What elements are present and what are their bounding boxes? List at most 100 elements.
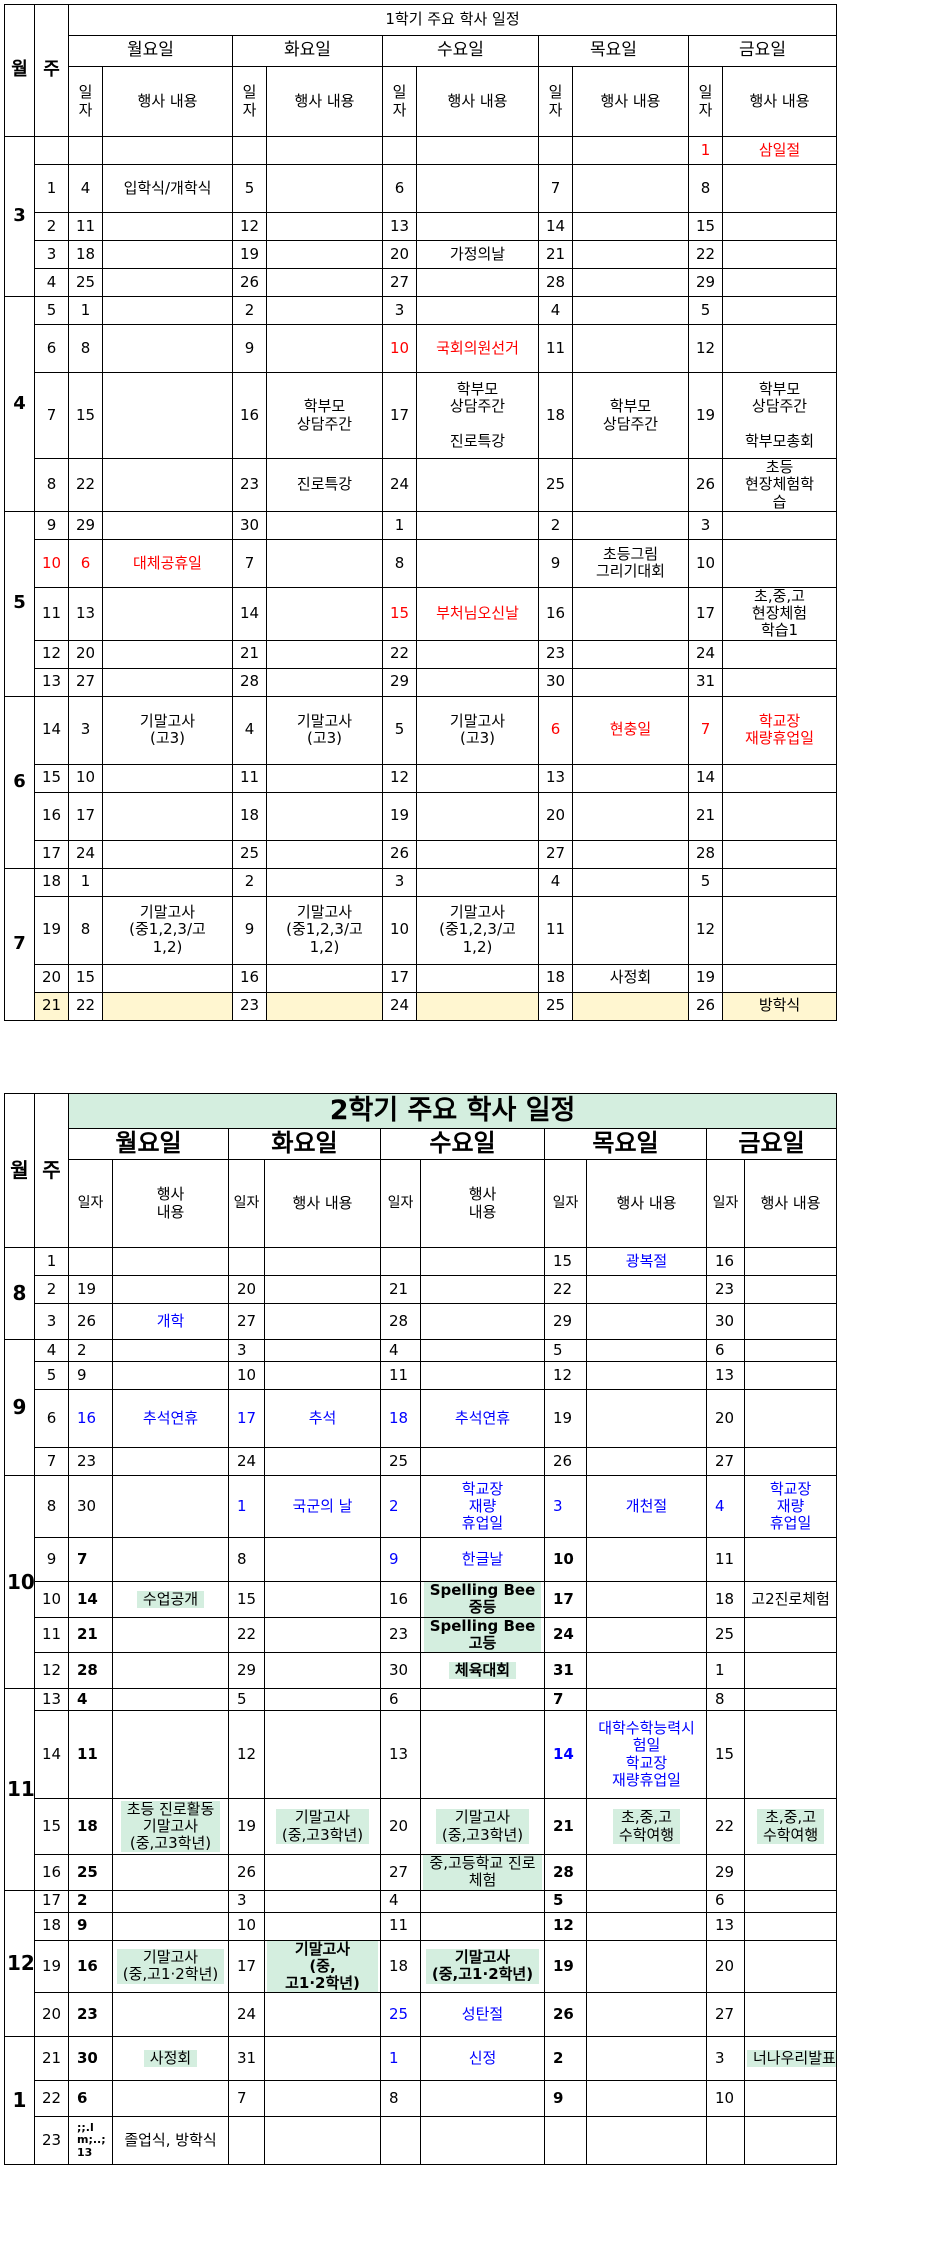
date-cell: 23 <box>232 458 267 512</box>
event-cell <box>743 1537 838 1582</box>
date-cell: 5 <box>544 1889 587 1913</box>
event-cell <box>102 240 233 269</box>
week-row: 12130사정회311신정23너나우리발표회 <box>4 2036 838 2166</box>
week-number: 10 <box>34 538 69 588</box>
date-cell: 21 <box>544 1798 587 1855</box>
date-cell: 22 <box>706 1798 745 1855</box>
event-cell <box>572 586 689 641</box>
event-cell <box>721 164 838 213</box>
date-cell: 16 <box>68 1389 113 1448</box>
event-cell: 사정회 <box>112 2036 229 2082</box>
event-text: 기말고사 (중,고1·2학년) <box>425 1949 540 1984</box>
week-row: 2 11 12 13 14 15 <box>5 212 838 241</box>
event-cell <box>264 1911 381 1941</box>
date-cell: 19 <box>232 240 267 269</box>
week-number: 6 <box>34 324 69 373</box>
event-cell <box>416 791 539 841</box>
event-cell <box>416 867 539 897</box>
date-cell: 18 <box>380 1939 421 1994</box>
event-cell <box>586 1854 707 1891</box>
event-cell <box>586 2036 707 2082</box>
event-cell <box>586 1688 707 1711</box>
event-cell <box>112 1710 229 1799</box>
week-row: 5 9 10 11 12 13 <box>5 1361 838 1390</box>
week-row: 19 8 기말고사 (중1,2,3/고 1,2) 9 기말고사 (중1,2,3/고 1,… <box>5 895 838 965</box>
event-text: 너나우리발표회 <box>747 2049 836 2068</box>
wednesday-header: 수요일 <box>382 35 539 67</box>
event-cell: 학부모 상담주간 학부모총회 <box>721 372 838 459</box>
week-row: 21 22 23 24 25 26 방학식 <box>5 991 838 1021</box>
event-cell <box>572 867 689 897</box>
week-row: 11 21 22 23 Spelling Bee 고등 24 25 <box>5 1616 838 1653</box>
event-text: 학교장 재량 휴업일 <box>769 1479 812 1533</box>
date-cell: 16 <box>232 372 267 459</box>
date-cell: 26 <box>688 991 723 1021</box>
date-cell: 21 <box>68 1616 113 1653</box>
event-cell <box>112 1911 229 1941</box>
event-text: Spelling Bee 중등 <box>423 1582 542 1617</box>
date-cell: 24 <box>228 1447 265 1476</box>
date-cell: 19 <box>228 1798 265 1855</box>
event-cell: 방학식 <box>721 991 838 1021</box>
date-cell: 22 <box>382 639 417 669</box>
event-cell <box>743 1710 838 1799</box>
date-cell: 9 <box>232 895 267 965</box>
thursday-header: 목요일 <box>538 35 689 67</box>
date-cell: 15 <box>68 372 103 459</box>
event-text: 기말고사 (중,고1·2학년) <box>267 1940 378 1992</box>
date-cell: 11 <box>380 1911 421 1941</box>
week-row: 3 1 삼일절 <box>4 136 838 297</box>
event-cell <box>102 867 233 897</box>
event-cell: 학부모 상담주간 <box>572 372 689 459</box>
date-cell: 1 <box>68 867 103 897</box>
date-cell: 13 <box>380 1710 421 1799</box>
date-cell: 30 <box>68 2036 113 2082</box>
week-number: 11 <box>34 586 69 641</box>
event-cell <box>266 136 383 165</box>
date-cell: 6 <box>706 1339 745 1362</box>
date-cell: 24 <box>688 639 723 669</box>
date-cell: 12 <box>544 1911 587 1941</box>
event-cell <box>721 268 838 297</box>
date-cell: 23 <box>706 1275 745 1304</box>
event-cell <box>102 791 233 841</box>
event-cell <box>572 895 689 965</box>
week-number: 12 <box>34 1652 69 1689</box>
event-cell: 진로특강 <box>266 458 383 512</box>
week-row: 6 16 추석연휴 17 추석 18 추석연휴 19 20 <box>5 1389 838 1448</box>
event-cell <box>264 1537 381 1582</box>
event-cell <box>416 296 539 325</box>
event-cell <box>572 164 689 213</box>
date-cell: 6 <box>538 695 573 765</box>
date-cell: 25 <box>68 1854 113 1891</box>
week-number: 3 <box>34 1303 69 1340</box>
date-cell: 5 <box>228 1688 265 1711</box>
event-cell <box>572 458 689 512</box>
event-cell: 학부모 상담주간 진로특강 <box>416 372 539 459</box>
event-cell <box>743 1339 838 1362</box>
date-cell: 27 <box>382 268 417 297</box>
tuesday-header: 화요일 <box>232 35 383 67</box>
date-cell: 23 <box>68 1992 113 2038</box>
date-cell: 19 <box>688 963 723 993</box>
event-text: 체육대회 <box>448 1661 517 1680</box>
event-cell: 국군의 날 <box>264 1475 381 1538</box>
event-cell <box>420 1275 545 1304</box>
event-cell <box>743 1939 838 1994</box>
week-number: 7 <box>34 372 69 459</box>
event-cell: 너나우리발표회 <box>743 2036 838 2082</box>
event-text: 개학 <box>156 1311 185 1330</box>
date-cell: 25 <box>538 458 573 512</box>
date-cell: 10 <box>382 895 417 965</box>
event-cell: 추석연휴 <box>420 1389 545 1448</box>
week-row: 3 26 개학 27 28 29 30 <box>5 1303 838 1340</box>
week-number: 5 <box>34 296 69 325</box>
event-cell: 기말고사 (중1,2,3/고 1,2) <box>416 895 539 965</box>
event-column-header: 행사 내용 <box>420 1159 545 1248</box>
event-text: 초,중,고 수학여행 <box>612 1809 681 1844</box>
date-cell: 10 <box>382 324 417 373</box>
week-row: 6 8 9 10 국회의원선거 11 12 <box>5 324 838 373</box>
event-cell: 대학수학능력시 험일 학교장 재량휴업일 <box>586 1710 707 1799</box>
date-cell: 3 <box>382 867 417 897</box>
month-label: 1 <box>4 2036 35 2166</box>
